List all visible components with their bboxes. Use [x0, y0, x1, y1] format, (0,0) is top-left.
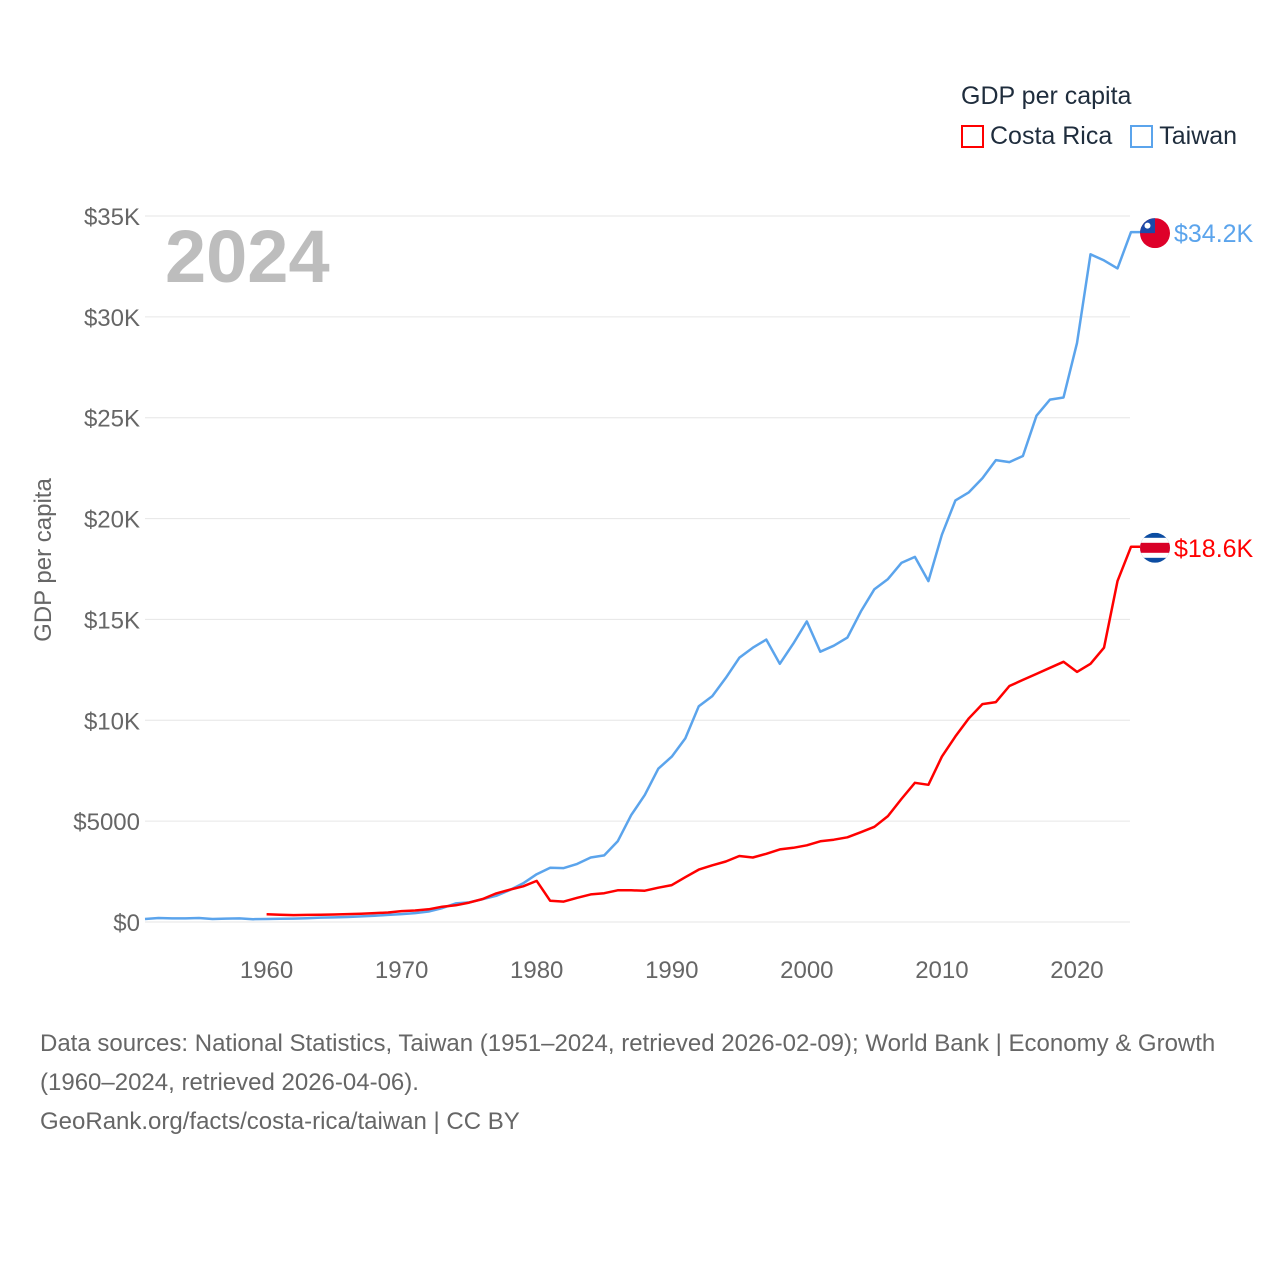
y-tick-label: $5000: [73, 809, 140, 836]
y-tick-label: $25K: [84, 406, 140, 433]
y-tick-label: $10K: [84, 708, 140, 735]
x-tick-label: 1960: [240, 957, 293, 984]
legend: Costa Rica Taiwan: [961, 122, 1237, 151]
y-tick-label: $30K: [84, 305, 140, 332]
taiwan-flag-icon: [1140, 218, 1170, 249]
legend-label: Taiwan: [1159, 122, 1238, 150]
y-tick-label: $0: [113, 910, 140, 937]
series-line-costa-rica: [266, 545, 1142, 917]
legend-label: Costa Rica: [990, 122, 1113, 150]
x-tick-label: 2000: [780, 957, 833, 984]
y-tick-label: $15K: [84, 607, 140, 634]
legend-item-costa-rica[interactable]: Costa Rica: [961, 122, 1112, 151]
legend-swatch-costa-rica: [961, 125, 984, 148]
y-tick-label: $20K: [84, 507, 140, 534]
legend-item-taiwan[interactable]: Taiwan: [1130, 122, 1237, 151]
costa-rica-flag-icon: [1140, 532, 1170, 563]
x-tick-label: 1980: [510, 957, 563, 984]
x-tick-label: 1990: [645, 957, 698, 984]
y-axis-label: GDP per capita: [30, 478, 57, 642]
end-label-costa-rica: $18.6K: [1174, 535, 1254, 563]
data-sources: Data sources: National Statistics, Taiwa…: [40, 1030, 1216, 1096]
year-watermark: 2024: [165, 215, 330, 298]
legend-title: GDP per capita: [961, 82, 1132, 110]
footer: Data sources: National Statistics, Taiwa…: [40, 1024, 1240, 1141]
x-tick-label: 1970: [375, 957, 428, 984]
y-tick-label: $35K: [84, 204, 140, 231]
end-label-taiwan: $34.2K: [1174, 220, 1254, 248]
x-tick-label: 2010: [915, 957, 968, 984]
legend-swatch-taiwan: [1130, 125, 1154, 148]
series-line-taiwan: [144, 230, 1142, 921]
x-tick-label: 2020: [1050, 957, 1103, 984]
credit: GeoRank.org/facts/costa-rica/taiwan | CC…: [40, 1108, 520, 1135]
